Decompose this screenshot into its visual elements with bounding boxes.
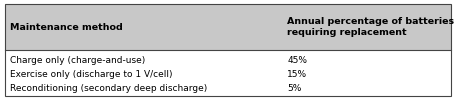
Text: Reconditioning (secondary deep discharge): Reconditioning (secondary deep discharge…: [10, 84, 207, 93]
Text: 15%: 15%: [287, 70, 307, 79]
Bar: [5, 53, 450, 96]
Text: Exercise only (discharge to 1 V/cell): Exercise only (discharge to 1 V/cell): [10, 70, 172, 79]
Text: 5%: 5%: [287, 84, 301, 93]
Text: 45%: 45%: [287, 56, 307, 65]
Text: Maintenance method: Maintenance method: [10, 22, 122, 32]
Text: Annual percentage of batteries
requiring replacement: Annual percentage of batteries requiring…: [287, 17, 454, 37]
Bar: [5, 4, 450, 50]
Text: Charge only (charge-and-use): Charge only (charge-and-use): [10, 56, 145, 65]
